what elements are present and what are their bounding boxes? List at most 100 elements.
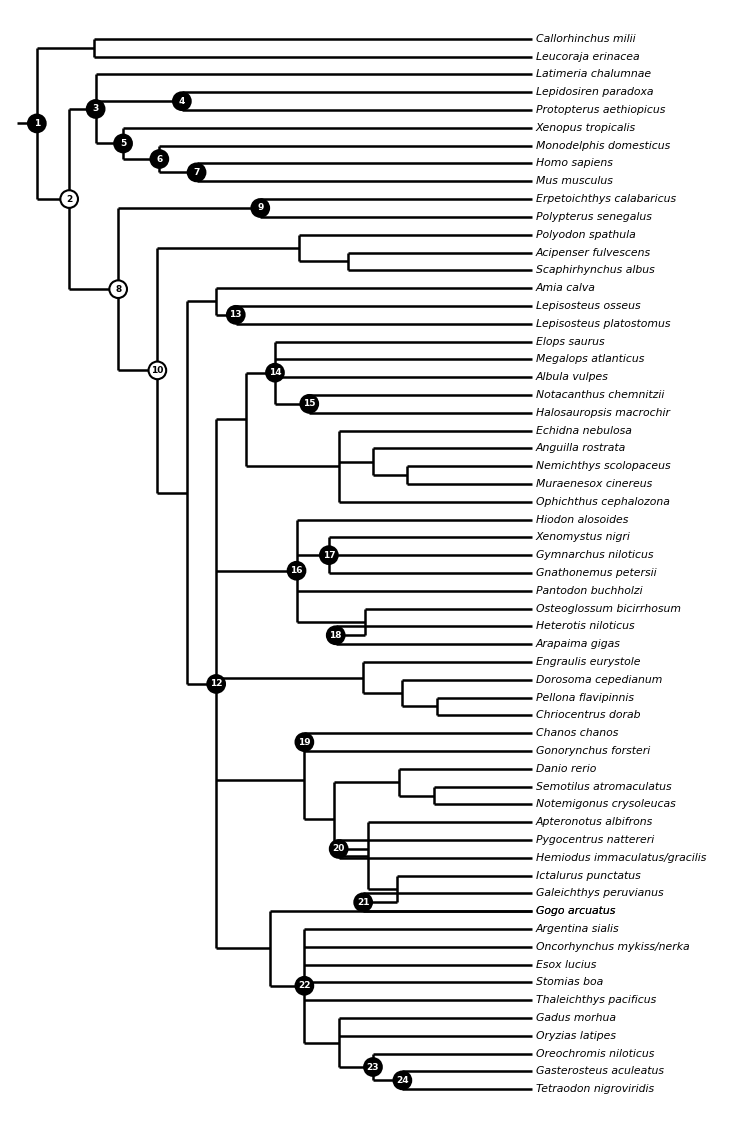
Circle shape (151, 151, 168, 168)
Text: Notacanthus chemnitzii: Notacanthus chemnitzii (536, 389, 664, 400)
Text: Osteoglossum bicirrhosum: Osteoglossum bicirrhosum (536, 604, 681, 613)
Text: Homo sapiens: Homo sapiens (536, 159, 612, 169)
Text: 20: 20 (332, 844, 345, 853)
Circle shape (114, 135, 132, 152)
Text: Engraulis eurystole: Engraulis eurystole (536, 657, 640, 667)
Text: Oreochromis niloticus: Oreochromis niloticus (536, 1048, 654, 1059)
Text: 8: 8 (115, 284, 121, 293)
Text: Apteronotus albifrons: Apteronotus albifrons (536, 818, 653, 827)
Text: Esox lucius: Esox lucius (536, 959, 596, 970)
Text: Tetraodon nigroviridis: Tetraodon nigroviridis (536, 1084, 654, 1094)
Text: 22: 22 (298, 981, 311, 990)
Circle shape (330, 841, 348, 858)
Text: Dorosoma cepedianum: Dorosoma cepedianum (536, 675, 662, 685)
Text: Oncorhynchus mykiss/nerka: Oncorhynchus mykiss/nerka (536, 942, 690, 951)
Circle shape (327, 627, 345, 644)
Circle shape (320, 546, 337, 564)
Text: Elops saurus: Elops saurus (536, 337, 604, 346)
Text: 21: 21 (357, 898, 369, 907)
Circle shape (296, 733, 314, 751)
Circle shape (207, 675, 225, 693)
Text: 7: 7 (193, 168, 200, 177)
Circle shape (394, 1071, 411, 1089)
Text: Mus musculus: Mus musculus (536, 176, 612, 186)
Text: Erpetoichthys calabaricus: Erpetoichthys calabaricus (536, 194, 676, 204)
Circle shape (227, 306, 244, 323)
Text: Gonorynchus forsteri: Gonorynchus forsteri (536, 746, 650, 756)
Text: Semotilus atromaculatus: Semotilus atromaculatus (536, 781, 671, 791)
Text: Pantodon buchholzi: Pantodon buchholzi (536, 586, 642, 596)
Circle shape (149, 362, 166, 379)
Text: 3: 3 (93, 104, 99, 113)
Text: 9: 9 (257, 203, 264, 212)
Text: Amia calva: Amia calva (536, 283, 596, 293)
Circle shape (251, 199, 269, 217)
Text: Protopterus aethiopicus: Protopterus aethiopicus (536, 105, 665, 115)
Text: Notemigonus crysoleucas: Notemigonus crysoleucas (536, 799, 675, 810)
Text: Muraenesox cinereus: Muraenesox cinereus (536, 478, 652, 489)
Text: Acipenser fulvescens: Acipenser fulvescens (536, 248, 651, 257)
Text: Leucoraja erinacea: Leucoraja erinacea (536, 51, 639, 62)
Text: Pygocentrus nattereri: Pygocentrus nattereri (536, 835, 654, 845)
Circle shape (354, 893, 372, 911)
Text: 12: 12 (210, 679, 222, 689)
Text: Xenopus tropicalis: Xenopus tropicalis (536, 123, 636, 132)
Text: 18: 18 (329, 630, 342, 640)
Text: 23: 23 (367, 1062, 379, 1071)
Text: Chanos chanos: Chanos chanos (536, 729, 618, 738)
Text: Gymnarchus niloticus: Gymnarchus niloticus (536, 550, 653, 561)
Text: Callorhinchus milii: Callorhinchus milii (536, 34, 635, 43)
Circle shape (87, 100, 105, 118)
Text: Megalops atlanticus: Megalops atlanticus (536, 354, 644, 364)
Text: Gogo arcuatus: Gogo arcuatus (536, 907, 615, 916)
Text: Lepidosiren paradoxa: Lepidosiren paradoxa (536, 87, 653, 97)
Text: Pellona flavipinnis: Pellona flavipinnis (536, 692, 634, 702)
Text: Hemiodus immaculatus/gracilis: Hemiodus immaculatus/gracilis (536, 853, 706, 863)
Text: 5: 5 (120, 139, 126, 148)
Circle shape (173, 93, 191, 110)
Text: 17: 17 (322, 550, 335, 560)
Text: Lepisosteus osseus: Lepisosteus osseus (536, 300, 640, 311)
Text: Halosauropsis macrochir: Halosauropsis macrochir (536, 408, 669, 418)
Circle shape (28, 114, 45, 132)
Text: Nemichthys scolopaceus: Nemichthys scolopaceus (536, 461, 670, 472)
Text: Gnathonemus petersii: Gnathonemus petersii (536, 568, 656, 578)
Text: Lepisosteus platostomus: Lepisosteus platostomus (536, 319, 670, 329)
Text: Gogo arcuatus: Gogo arcuatus (536, 907, 615, 916)
Text: Galeichthys peruvianus: Galeichthys peruvianus (536, 888, 663, 899)
Text: Echidna nebulosa: Echidna nebulosa (536, 426, 632, 435)
Text: Oryzias latipes: Oryzias latipes (536, 1031, 616, 1040)
Text: 4: 4 (178, 97, 185, 106)
Text: 24: 24 (396, 1076, 409, 1085)
Text: Chriocentrus dorab: Chriocentrus dorab (536, 710, 640, 721)
Text: Stomias boa: Stomias boa (536, 978, 603, 988)
Text: Latimeria chalumnae: Latimeria chalumnae (536, 70, 651, 80)
Text: Xenomystus nigri: Xenomystus nigri (536, 532, 631, 542)
Text: 13: 13 (230, 311, 242, 320)
Circle shape (296, 976, 314, 995)
Text: 19: 19 (298, 738, 311, 747)
Circle shape (364, 1059, 382, 1076)
Text: Argentina sialis: Argentina sialis (536, 924, 619, 934)
Text: Danio rerio: Danio rerio (536, 764, 596, 774)
Text: Polyodon spathula: Polyodon spathula (536, 230, 635, 240)
Text: Monodelphis domesticus: Monodelphis domesticus (536, 140, 670, 151)
Circle shape (109, 281, 127, 298)
Text: Gadus morhua: Gadus morhua (536, 1013, 616, 1023)
Text: Anguilla rostrata: Anguilla rostrata (536, 443, 626, 453)
Text: Heterotis niloticus: Heterotis niloticus (536, 621, 635, 632)
Text: 6: 6 (156, 154, 163, 163)
Circle shape (300, 395, 318, 412)
Text: Thaleichthys pacificus: Thaleichthys pacificus (536, 995, 656, 1005)
Text: Ictalurus punctatus: Ictalurus punctatus (536, 870, 640, 880)
Text: 14: 14 (269, 368, 282, 377)
Text: Albula vulpes: Albula vulpes (536, 372, 609, 383)
Text: 2: 2 (66, 194, 72, 203)
Text: 15: 15 (303, 400, 316, 409)
Text: Hiodon alosoides: Hiodon alosoides (536, 515, 628, 524)
Circle shape (288, 562, 305, 579)
Text: Gasterosteus aculeatus: Gasterosteus aculeatus (536, 1067, 663, 1077)
Text: Scaphirhynchus albus: Scaphirhynchus albus (536, 265, 655, 275)
Text: 10: 10 (151, 365, 163, 375)
Text: Polypterus senegalus: Polypterus senegalus (536, 212, 652, 222)
